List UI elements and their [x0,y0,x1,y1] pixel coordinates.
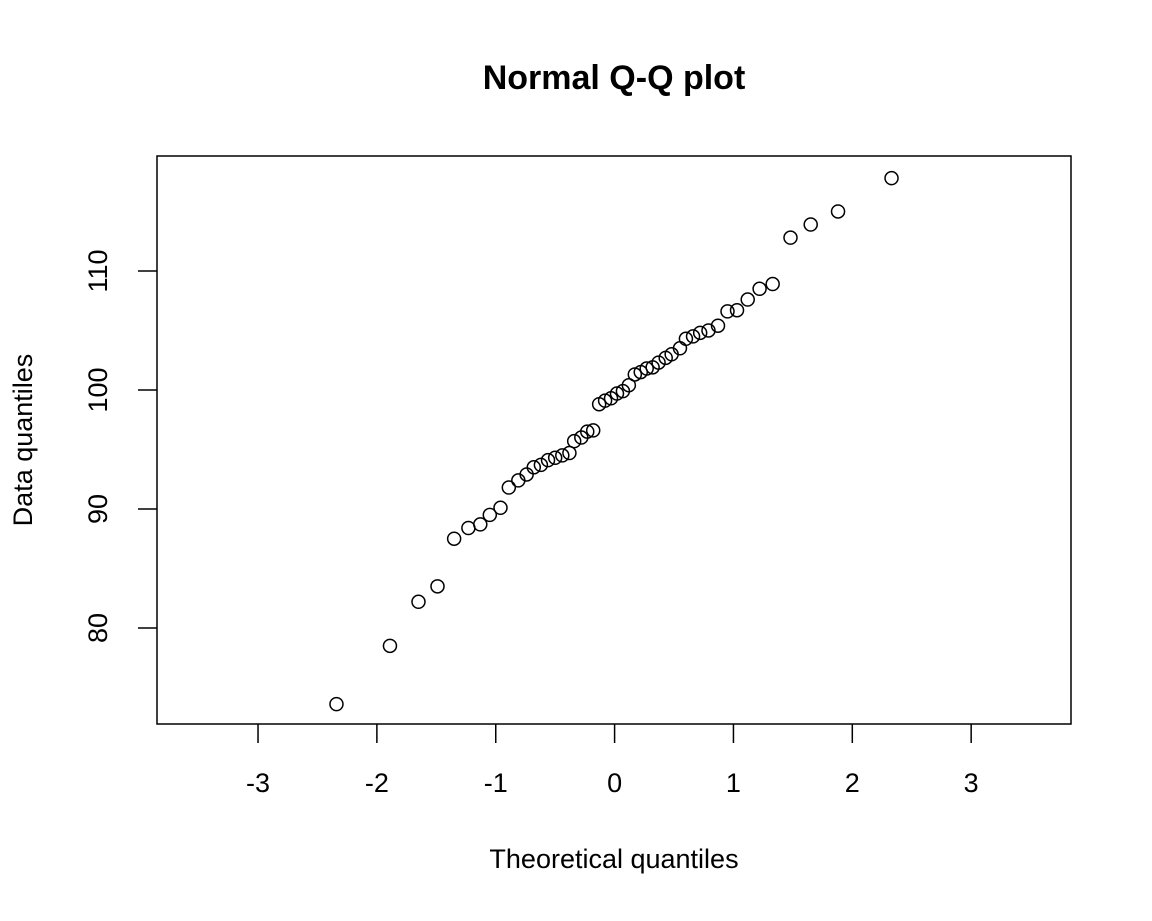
point [692,325,708,341]
point [752,281,767,297]
point [884,170,899,186]
x-tick-label: -3 [246,768,270,798]
y-tick-label: 110 [83,249,113,292]
y-tick-label: 90 [83,494,113,524]
point [639,361,654,376]
point [729,302,745,318]
plot-box [156,155,1072,725]
point [482,507,498,523]
chart-title: Normal Q-Q plot [483,59,746,97]
point [651,355,666,370]
point [493,500,508,516]
point [678,331,694,347]
point [501,480,517,495]
point [580,424,595,439]
point [783,230,798,245]
x-tick-label: 1 [726,768,741,798]
x-tick-label: 0 [607,768,622,798]
y-tick-label: 80 [83,613,113,643]
x-tick-label: -2 [365,768,389,798]
y-axis-label: Data quantiles [8,354,38,527]
point [547,450,563,466]
point [685,329,701,344]
x-axis-label: Theoretical quantiles [489,844,738,874]
x-tick-label: -1 [484,768,508,798]
point [830,204,846,219]
point [555,448,570,463]
x-tick-label: 2 [845,768,860,798]
x-tick-label: 3 [964,768,979,798]
point [740,292,755,307]
point [430,579,445,594]
point [562,445,577,461]
point [329,696,344,712]
point [701,323,716,338]
y-tick-label: 100 [83,367,113,412]
point [526,460,542,475]
point [473,517,488,532]
point [382,638,398,654]
point [803,217,818,232]
point [720,304,735,319]
point [411,594,426,610]
point [566,433,582,449]
point [585,423,601,438]
point [765,276,780,292]
point [533,457,549,473]
point [710,318,726,333]
point [540,452,556,468]
point [461,520,476,536]
point [621,377,637,393]
point [446,531,462,546]
